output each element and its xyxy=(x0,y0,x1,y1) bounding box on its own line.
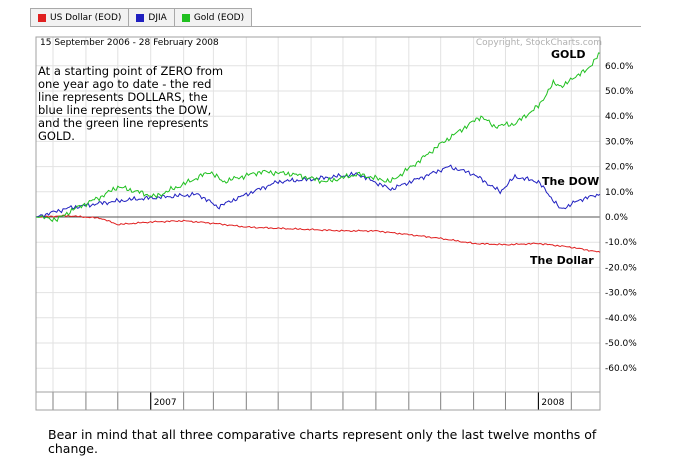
tab-gold-label: Gold (EOD) xyxy=(193,12,245,23)
y-tick-label: 40.0% xyxy=(605,112,634,122)
series-line-djia xyxy=(35,164,601,219)
djia-swatch xyxy=(136,13,145,22)
y-tick-label: 10.0% xyxy=(605,188,634,198)
annotation-gold: GOLD xyxy=(551,48,586,61)
annotation-dow: The DOW xyxy=(542,175,599,188)
gold-swatch xyxy=(181,13,190,22)
y-tick-label: 60.0% xyxy=(605,62,634,72)
y-tick-label: -60.0% xyxy=(605,364,637,374)
caption: Bear in mind that all three comparative … xyxy=(48,427,597,456)
tab-us-dollar-label: US Dollar (EOD) xyxy=(50,12,122,23)
x-tick-label: 2007 xyxy=(154,398,177,408)
tab-gold[interactable]: Gold (EOD) xyxy=(173,8,253,26)
y-tick-label: -40.0% xyxy=(605,314,637,324)
us-dollar-swatch xyxy=(38,13,46,22)
x-tick-label: 2008 xyxy=(541,398,564,408)
copyright: Copyright, StockCharts.com xyxy=(475,38,602,48)
y-tick-label: 30.0% xyxy=(605,137,634,147)
y-tick-label: -10.0% xyxy=(605,238,637,248)
tab-divider xyxy=(30,26,641,27)
y-tick-label: -30.0% xyxy=(605,289,637,299)
y-tick-label: -50.0% xyxy=(605,339,637,349)
series-line-gold-eod xyxy=(35,52,601,223)
y-tick-label: 20.0% xyxy=(605,163,634,173)
annotation-dollar: The Dollar xyxy=(530,254,594,267)
y-tick-label: 0.0% xyxy=(605,213,628,223)
legend-tabs: US Dollar (EOD) DJIA Gold (EOD) xyxy=(30,8,253,26)
plot-frame xyxy=(35,36,601,411)
tab-djia-label: DJIA xyxy=(148,12,167,23)
chart-note: At a starting point of ZERO from one yea… xyxy=(38,64,224,143)
y-tick-label: -20.0% xyxy=(605,263,637,273)
y-tick-label: 50.0% xyxy=(605,87,634,97)
date-range: 15 September 2006 - 28 February 2008 xyxy=(40,38,219,48)
series-line-us-dollar-eod xyxy=(35,214,601,253)
